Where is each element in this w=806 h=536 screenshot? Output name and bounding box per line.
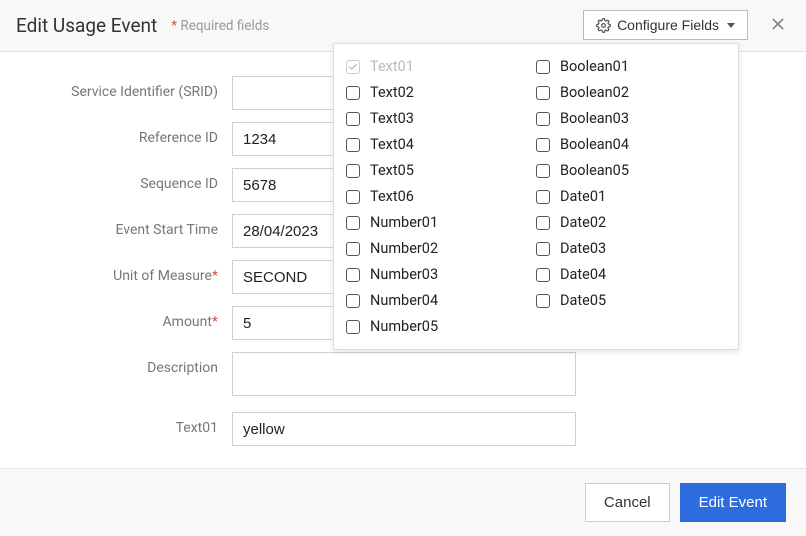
- field-option-label: Date04: [560, 266, 606, 283]
- field-option-text02[interactable]: Text02: [346, 84, 536, 101]
- required-hint-text: Required fields: [177, 18, 269, 34]
- label-description: Description: [0, 352, 232, 376]
- field-option-label: Number03: [370, 266, 438, 283]
- checkbox-icon: [536, 86, 550, 100]
- checkbox-icon: [346, 268, 360, 282]
- field-option-label: Number01: [370, 214, 438, 231]
- checkbox-icon: [346, 216, 360, 230]
- field-option-label: Boolean04: [560, 136, 629, 153]
- field-option-number01[interactable]: Number01: [346, 214, 536, 231]
- label-sequence: Sequence ID: [0, 168, 232, 192]
- checkbox-icon: [346, 294, 360, 308]
- field-option-number02[interactable]: Number02: [346, 240, 536, 257]
- field-option-label: Boolean03: [560, 110, 629, 127]
- field-option-number05[interactable]: Number05: [346, 318, 536, 335]
- checkbox-icon: [536, 294, 550, 308]
- field-option-label: Text03: [370, 110, 414, 127]
- dropdown-column-1: Text01 Text02 Text03 Text04 Text05 Text06 Numb…: [346, 58, 536, 335]
- field-option-label: Date01: [560, 188, 606, 205]
- field-option-boolean05[interactable]: Boolean05: [536, 162, 726, 179]
- field-option-label: Number05: [370, 318, 438, 335]
- field-option-label: Number02: [370, 240, 438, 257]
- field-option-label: Number04: [370, 292, 438, 309]
- configure-fields-label: Configure Fields: [617, 17, 719, 33]
- field-option-label: Boolean05: [560, 162, 629, 179]
- checkbox-icon: [346, 138, 360, 152]
- cancel-button[interactable]: Cancel: [585, 483, 670, 522]
- checkbox-icon: [536, 60, 550, 74]
- label-uom: Unit of Measure*: [0, 260, 232, 284]
- dialog-footer: Cancel Edit Event: [0, 468, 806, 536]
- label-start-time: Event Start Time: [0, 214, 232, 238]
- field-option-text05[interactable]: Text05: [346, 162, 536, 179]
- dropdown-column-2: Boolean01 Boolean02 Boolean03 Boolean04 Bool…: [536, 58, 726, 335]
- field-option-text06[interactable]: Text06: [346, 188, 536, 205]
- checkbox-icon: [346, 164, 360, 178]
- checkbox-icon: [536, 268, 550, 282]
- field-option-date02[interactable]: Date02: [536, 214, 726, 231]
- checkbox-icon: [536, 190, 550, 204]
- field-option-boolean02[interactable]: Boolean02: [536, 84, 726, 101]
- close-icon: [770, 16, 786, 32]
- field-option-boolean03[interactable]: Boolean03: [536, 110, 726, 127]
- description-input[interactable]: [232, 352, 576, 396]
- field-option-text03[interactable]: Text03: [346, 110, 536, 127]
- checkbox-icon: [536, 242, 550, 256]
- label-reference: Reference ID: [0, 122, 232, 146]
- checkbox-icon: [536, 138, 550, 152]
- checkbox-icon: [536, 216, 550, 230]
- checkbox-icon: [536, 112, 550, 126]
- checkbox-icon: [536, 164, 550, 178]
- field-option-boolean04[interactable]: Boolean04: [536, 136, 726, 153]
- required-fields-hint: * Required fields: [171, 18, 269, 34]
- configure-fields-button[interactable]: Configure Fields: [583, 10, 748, 40]
- gear-icon: [596, 18, 611, 33]
- field-option-number04[interactable]: Number04: [346, 292, 536, 309]
- checkbox-icon: [346, 60, 360, 74]
- field-option-label: Text05: [370, 162, 414, 179]
- checkbox-icon: [346, 190, 360, 204]
- field-option-text04[interactable]: Text04: [346, 136, 536, 153]
- field-option-date01[interactable]: Date01: [536, 188, 726, 205]
- checkbox-icon: [346, 86, 360, 100]
- field-option-label: Boolean02: [560, 84, 629, 101]
- field-option-label: Text06: [370, 188, 414, 205]
- checkbox-icon: [346, 112, 360, 126]
- label-text01: Text01: [0, 412, 232, 436]
- edit-event-button[interactable]: Edit Event: [680, 483, 786, 522]
- close-button[interactable]: [764, 10, 792, 38]
- field-option-date05[interactable]: Date05: [536, 292, 726, 309]
- field-option-label: Text02: [370, 84, 414, 101]
- label-srid: Service Identifier (SRID): [0, 76, 232, 100]
- field-option-text01: Text01: [346, 58, 536, 75]
- checkbox-icon: [346, 320, 360, 334]
- field-option-boolean01[interactable]: Boolean01: [536, 58, 726, 75]
- field-option-label: Date05: [560, 292, 606, 309]
- field-option-date04[interactable]: Date04: [536, 266, 726, 283]
- caret-down-icon: [727, 23, 735, 28]
- field-option-number03[interactable]: Number03: [346, 266, 536, 283]
- label-amount: Amount*: [0, 306, 232, 330]
- checkbox-icon: [346, 242, 360, 256]
- dialog-title: Edit Usage Event: [16, 14, 157, 37]
- field-option-label: Text04: [370, 136, 414, 153]
- field-option-date03[interactable]: Date03: [536, 240, 726, 257]
- field-option-label: Text01: [370, 58, 414, 75]
- field-option-label: Date03: [560, 240, 606, 257]
- text01-input[interactable]: [232, 412, 576, 446]
- field-option-label: Date02: [560, 214, 606, 231]
- configure-fields-dropdown: Text01 Text02 Text03 Text04 Text05 Text06 Numb…: [333, 43, 739, 350]
- field-option-label: Boolean01: [560, 58, 629, 75]
